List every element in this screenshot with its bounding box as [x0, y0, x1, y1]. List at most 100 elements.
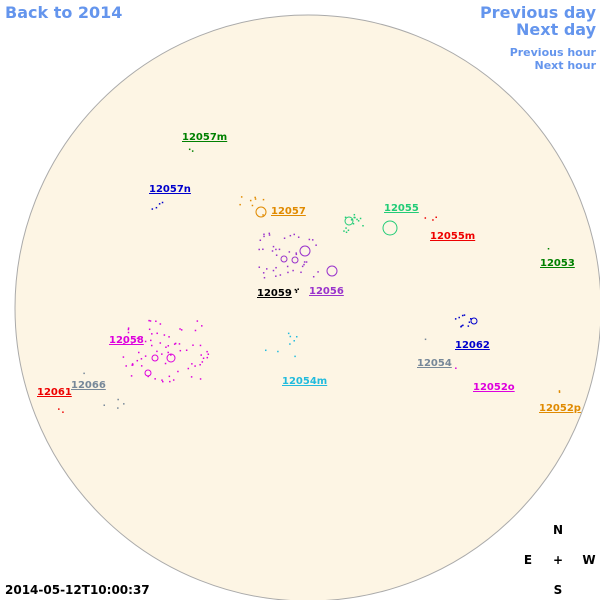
spot [458, 316, 460, 319]
spot [156, 332, 158, 335]
spot [155, 206, 158, 209]
spot [460, 326, 462, 328]
spot [161, 201, 164, 204]
region-label: 12055m [430, 231, 475, 242]
next-hour-link[interactable]: Next hour [535, 59, 597, 72]
region-label: 12054 [417, 358, 452, 369]
next-day-link[interactable]: Next day [516, 20, 597, 39]
previous-hour-link[interactable]: Previous hour [510, 46, 597, 59]
spot [168, 336, 170, 338]
spot [254, 198, 257, 200]
spot [254, 196, 256, 199]
spot [294, 355, 296, 358]
spot [62, 411, 64, 413]
spot [200, 354, 202, 356]
spot [344, 216, 347, 219]
spot [159, 342, 162, 344]
spot [468, 321, 471, 323]
spot [424, 217, 427, 219]
spot [130, 375, 133, 377]
spot [179, 328, 181, 330]
region-label: 12057m [182, 132, 227, 143]
region-label: 12057n [149, 184, 191, 195]
spot-ring [291, 256, 299, 264]
spot [353, 213, 356, 216]
spot [262, 214, 264, 216]
spot [156, 350, 158, 353]
spot [150, 339, 152, 342]
spot [199, 363, 201, 366]
spot [262, 198, 265, 201]
spot-ring [326, 265, 338, 277]
compass-north: N [553, 523, 563, 537]
spot [185, 349, 188, 352]
spot [271, 250, 274, 252]
spot [131, 343, 133, 345]
compass-west: W [582, 553, 595, 567]
spot [357, 220, 360, 222]
region-label: 12053 [540, 258, 575, 269]
spot [263, 233, 265, 236]
spot [251, 204, 254, 207]
spot [277, 350, 279, 353]
spot [140, 365, 143, 367]
region-label: 12054m [282, 376, 327, 387]
spot [148, 328, 151, 331]
timestamp: 2014-05-12T10:00:37 [5, 583, 150, 597]
spot [123, 403, 125, 405]
spot [303, 261, 306, 263]
previous-day-link[interactable]: Previous day [480, 3, 597, 22]
spot [140, 358, 143, 360]
spot-ring [344, 216, 354, 226]
spot [167, 351, 169, 354]
spot [308, 238, 311, 241]
spot [558, 391, 561, 393]
spot [469, 318, 472, 320]
spot [305, 261, 308, 263]
spot [287, 271, 289, 274]
spot [283, 237, 286, 239]
spot [117, 407, 119, 409]
spot [295, 289, 298, 292]
spot [155, 320, 157, 323]
spot [268, 234, 271, 236]
spot [167, 345, 170, 347]
spot [168, 375, 171, 378]
spot [249, 199, 252, 202]
spot [202, 357, 205, 360]
region-label: 12061 [37, 387, 72, 398]
spot [191, 363, 193, 365]
spot [192, 344, 194, 346]
spot [207, 353, 210, 355]
spot [303, 263, 305, 266]
spot [151, 333, 153, 335]
spot [350, 219, 353, 221]
spot [206, 356, 209, 359]
spot [174, 342, 177, 345]
spot [196, 320, 199, 322]
spot [194, 329, 197, 332]
spot [275, 266, 277, 269]
spot [467, 325, 470, 327]
spot [295, 291, 298, 293]
spot [188, 148, 191, 151]
spot [239, 203, 241, 206]
spot [148, 319, 150, 322]
spot [162, 380, 164, 383]
spot [201, 325, 203, 327]
back-link[interactable]: Back to 2014 [5, 3, 122, 22]
spot [455, 367, 457, 369]
spot [424, 338, 427, 341]
spot [149, 320, 152, 322]
spot [265, 349, 267, 352]
spot [295, 335, 298, 338]
spot [262, 248, 264, 251]
spot [172, 379, 175, 381]
spot [159, 323, 162, 325]
spot [194, 365, 196, 367]
spot [262, 272, 265, 274]
region-label: 12059 [257, 288, 292, 299]
spot [163, 334, 166, 336]
spot [161, 379, 163, 381]
solar-disk [14, 14, 600, 600]
